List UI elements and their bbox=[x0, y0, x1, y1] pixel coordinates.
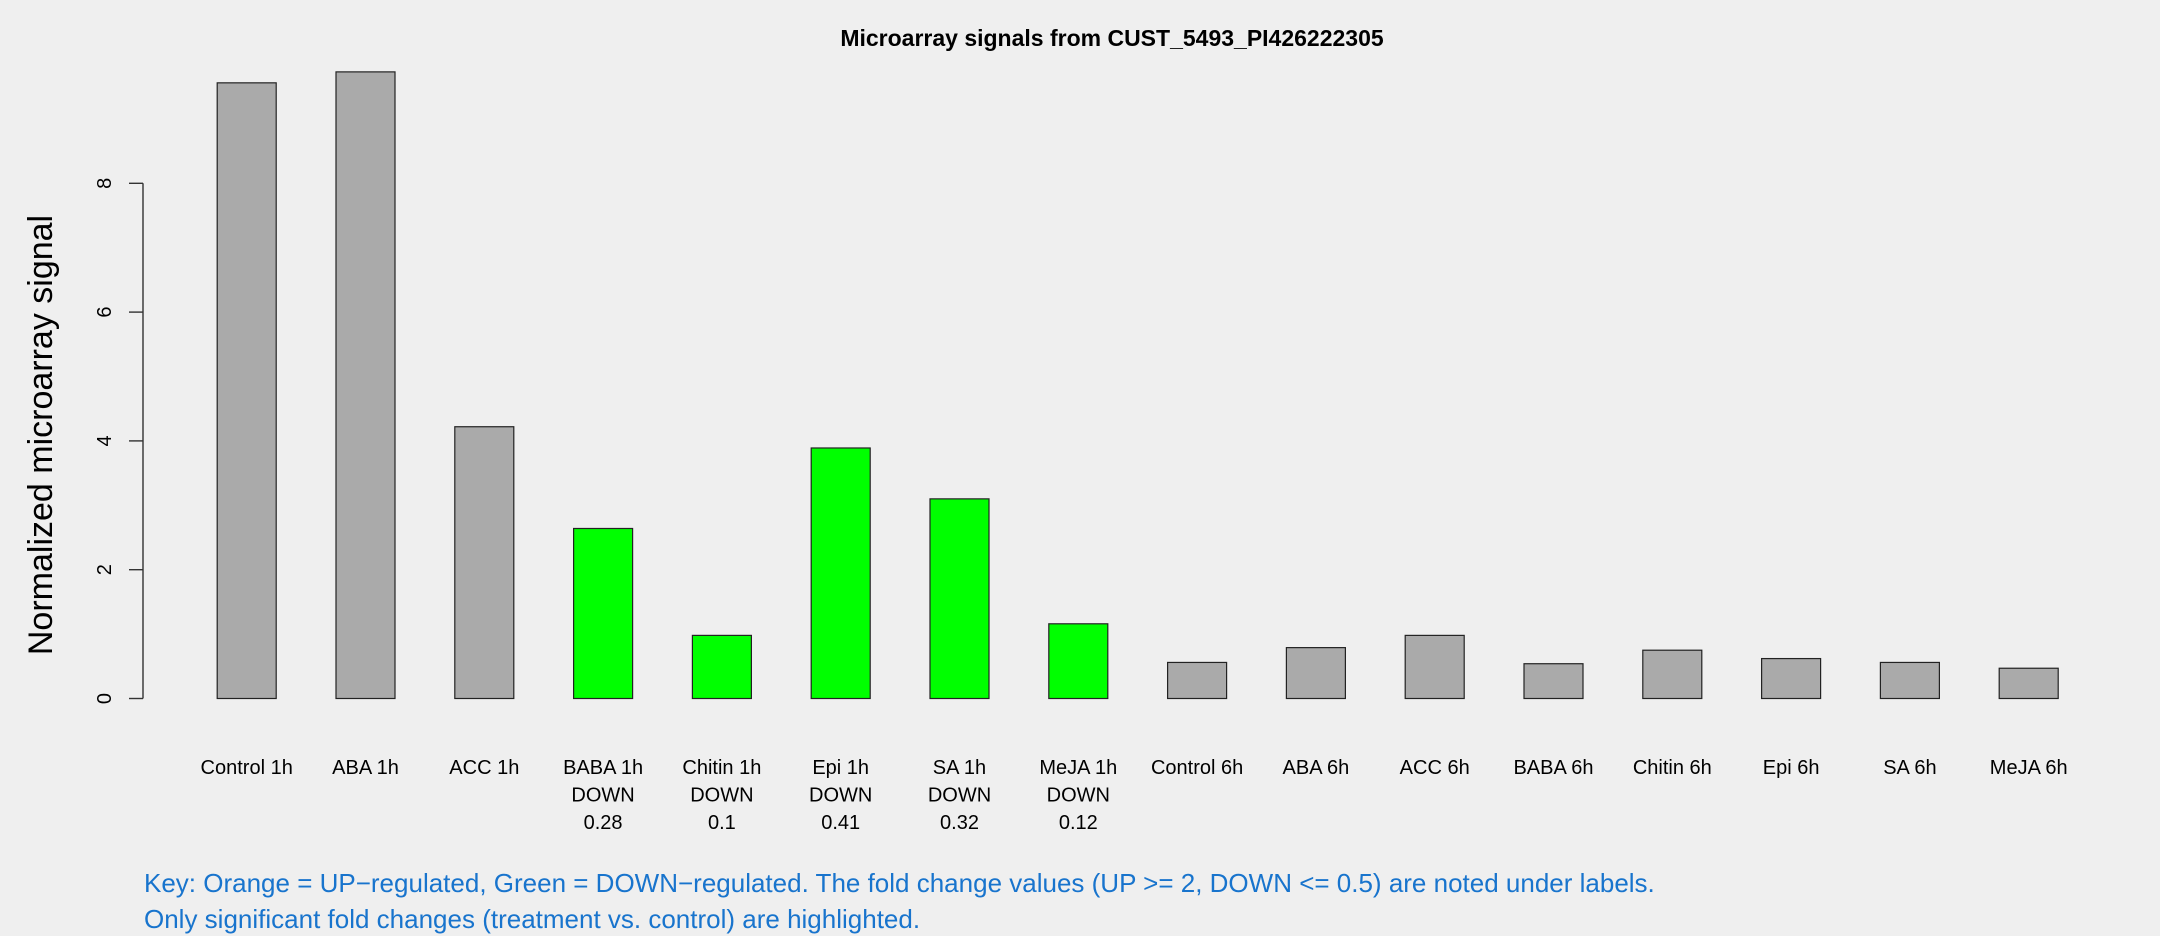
y-tick-label: 0 bbox=[94, 693, 116, 704]
x-tick-label: MeJA 1h bbox=[1039, 757, 1117, 779]
x-axis-labels: Control 1h ABA 1h ACC 1h BABA 1h DOWN 0.28 Chi… bbox=[201, 757, 2068, 834]
x-tick-label: Epi 6h bbox=[1763, 757, 1820, 779]
x-tick-label: Control 6h bbox=[1151, 757, 1243, 779]
y-axis: 0 2 4 6 8 bbox=[94, 178, 144, 704]
bar-chitin-1h bbox=[691, 634, 753, 700]
x-tick-label: MeJA 6h bbox=[1990, 757, 2068, 779]
fold-change-label: 0.12 bbox=[1059, 812, 1098, 834]
x-tick-label: BABA 6h bbox=[1513, 757, 1593, 779]
x-tick-label: ABA 6h bbox=[1283, 757, 1350, 779]
bar-control-6h bbox=[1166, 661, 1228, 700]
x-tick-label: SA 6h bbox=[1883, 757, 1936, 779]
bar-meja-1h bbox=[1048, 623, 1109, 700]
bar-chitin-6h bbox=[1642, 649, 1703, 700]
x-tick-label: ABA 1h bbox=[332, 757, 399, 779]
bars bbox=[216, 71, 2059, 700]
bar-sa-6h bbox=[1879, 661, 1941, 700]
chart-title: Microarray signals from CUST_5493_PI4262… bbox=[840, 25, 1384, 51]
bar-baba-6h bbox=[1523, 663, 1584, 700]
bar-baba-1h bbox=[572, 527, 634, 700]
bar-meja-6h bbox=[1998, 667, 2059, 700]
bar-acc-6h bbox=[1404, 634, 1465, 700]
bar-acc-1h bbox=[454, 426, 515, 700]
x-tick-label: BABA 1h bbox=[563, 757, 643, 779]
x-tick-label: Control 1h bbox=[201, 757, 293, 779]
x-tick-label: ACC 1h bbox=[449, 757, 519, 779]
fold-change-label: 0.41 bbox=[821, 812, 860, 834]
bar-aba-6h bbox=[1285, 647, 1347, 700]
x-tick-label: Chitin 1h bbox=[682, 757, 761, 779]
y-tick-label: 8 bbox=[94, 178, 116, 189]
fold-change-label: 0.28 bbox=[584, 812, 623, 834]
fold-change-label: 0.1 bbox=[708, 812, 736, 834]
regulation-label: DOWN bbox=[571, 785, 634, 807]
y-axis-label: Normalized microarray signal bbox=[22, 215, 60, 655]
x-tick-label: SA 1h bbox=[933, 757, 986, 779]
regulation-label: DOWN bbox=[928, 785, 991, 807]
bar-epi-1h bbox=[810, 447, 871, 700]
bar-epi-6h bbox=[1760, 657, 1822, 700]
regulation-label: DOWN bbox=[1047, 785, 1110, 807]
regulation-label: DOWN bbox=[690, 785, 753, 807]
x-tick-label: Chitin 6h bbox=[1633, 757, 1712, 779]
key-line-1: Key: Orange = UP−regulated, Green = DOWN… bbox=[144, 868, 1655, 898]
regulation-label: DOWN bbox=[809, 785, 872, 807]
y-tick-label: 6 bbox=[94, 307, 116, 318]
y-tick-label: 4 bbox=[94, 435, 116, 446]
bar-sa-1h bbox=[929, 498, 990, 700]
bar-aba-1h bbox=[335, 71, 396, 700]
x-tick-label: Epi 1h bbox=[812, 757, 869, 779]
x-tick-label: ACC 6h bbox=[1400, 757, 1470, 779]
y-tick-label: 2 bbox=[94, 564, 116, 575]
bar-control-1h bbox=[216, 82, 277, 700]
fold-change-label: 0.32 bbox=[940, 812, 979, 834]
key-line-2: Only significant fold changes (treatment… bbox=[144, 904, 920, 934]
